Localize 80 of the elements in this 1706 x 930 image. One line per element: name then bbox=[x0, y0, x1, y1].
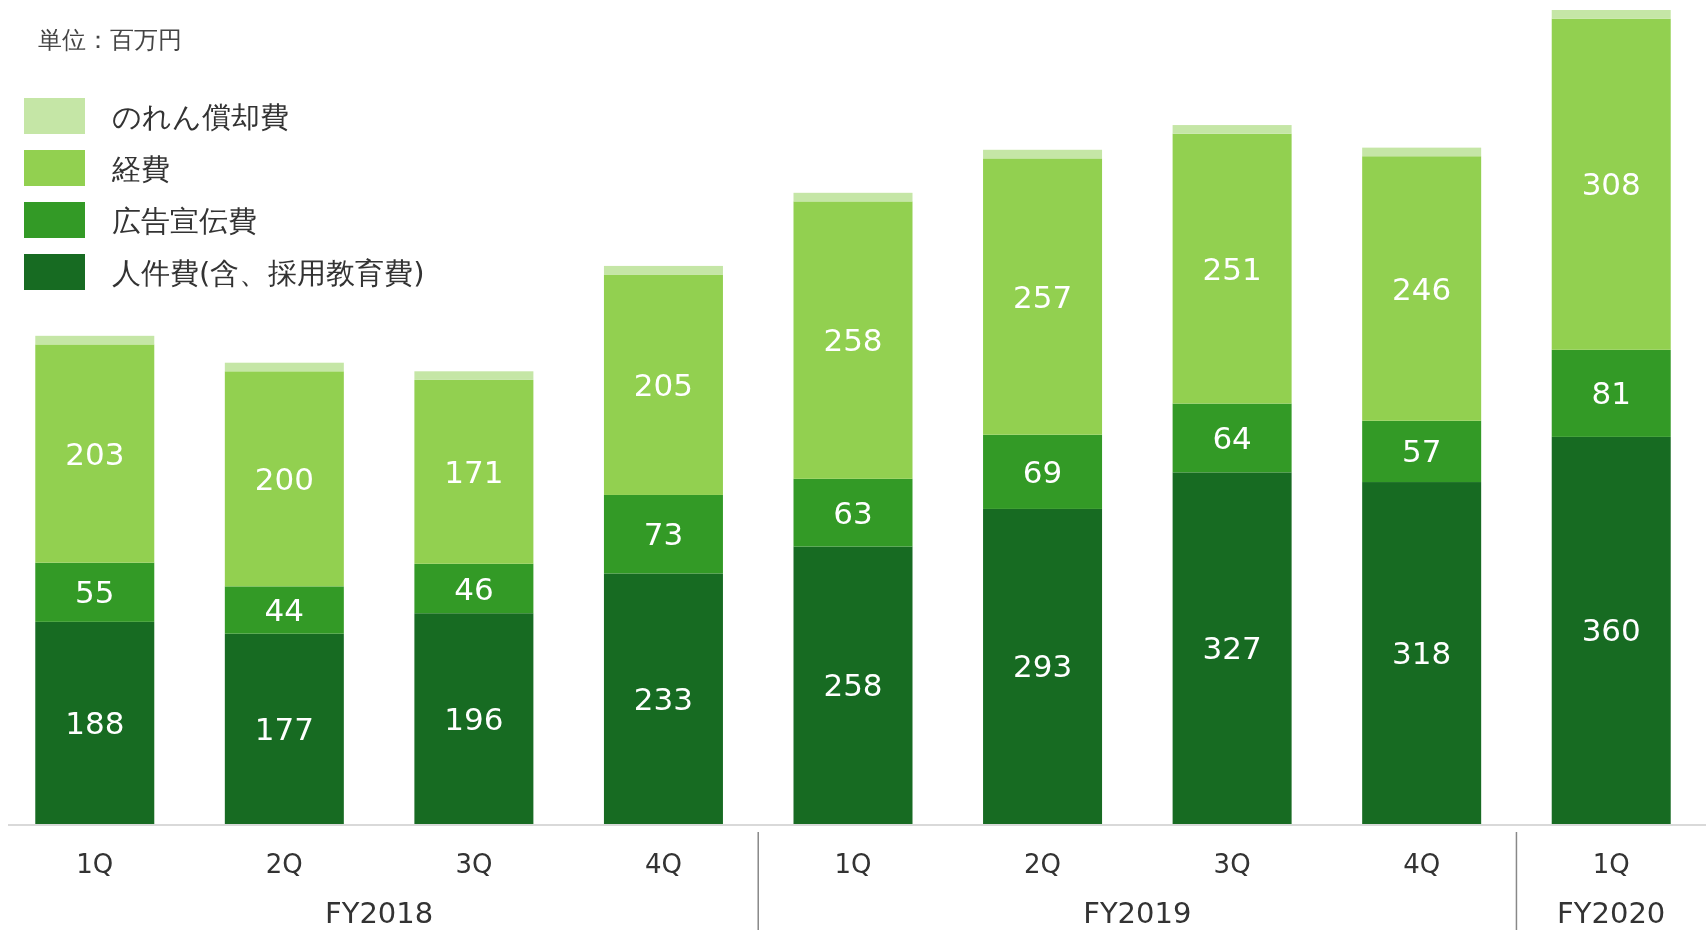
data-label: 233 bbox=[633, 680, 694, 717]
bar bbox=[414, 379, 534, 564]
data-label: 196 bbox=[444, 700, 504, 737]
bar bbox=[603, 573, 723, 824]
bar bbox=[1551, 10, 1671, 19]
data-label: 360 bbox=[1581, 612, 1641, 649]
bar bbox=[414, 613, 534, 824]
data-label: 81 bbox=[1591, 375, 1631, 412]
bar bbox=[603, 265, 723, 275]
x-tick-label: 1Q bbox=[76, 849, 114, 879]
bar bbox=[414, 563, 534, 614]
bar bbox=[1362, 420, 1482, 483]
data-label: 308 bbox=[1581, 166, 1641, 203]
data-label: 46 bbox=[454, 570, 494, 607]
data-label: 327 bbox=[1202, 630, 1262, 667]
bar bbox=[983, 149, 1103, 159]
bar bbox=[983, 434, 1103, 509]
bar bbox=[414, 371, 534, 380]
bar bbox=[1551, 436, 1671, 824]
bar bbox=[224, 586, 344, 634]
bar bbox=[983, 158, 1103, 435]
bar bbox=[793, 192, 913, 202]
bar bbox=[1551, 18, 1671, 350]
legend-label: 広告宣伝費 bbox=[112, 204, 257, 238]
bar bbox=[1362, 156, 1482, 421]
data-label: 200 bbox=[254, 460, 314, 497]
bar bbox=[603, 494, 723, 574]
data-label: 246 bbox=[1392, 270, 1452, 307]
legend-label: のれん償却費 bbox=[112, 100, 289, 134]
data-label: 44 bbox=[264, 592, 305, 629]
data-label: 73 bbox=[643, 516, 684, 553]
bar bbox=[793, 546, 913, 824]
x-tick-label: 4Q bbox=[644, 849, 682, 879]
x-tick-label: 2Q bbox=[1024, 849, 1062, 879]
x-tick-label: 3Q bbox=[455, 849, 493, 879]
data-label: 318 bbox=[1392, 635, 1452, 672]
data-label: 55 bbox=[75, 574, 115, 611]
data-label: 251 bbox=[1202, 250, 1262, 287]
bar bbox=[983, 508, 1103, 824]
bar bbox=[1172, 125, 1292, 134]
data-label: 177 bbox=[254, 710, 314, 747]
x-tick-label: 4Q bbox=[1403, 849, 1441, 879]
data-label: 188 bbox=[65, 704, 125, 741]
data-label: 203 bbox=[65, 435, 125, 472]
data-label: 258 bbox=[823, 322, 883, 359]
bar bbox=[224, 362, 344, 372]
bar bbox=[1362, 147, 1482, 157]
data-label: 257 bbox=[1012, 278, 1073, 315]
bar bbox=[793, 201, 913, 479]
data-label: 205 bbox=[633, 366, 694, 403]
data-label: 63 bbox=[833, 494, 873, 531]
bar bbox=[1172, 403, 1292, 473]
text: FY2018 bbox=[325, 896, 434, 930]
data-label: 69 bbox=[1022, 453, 1063, 490]
bar bbox=[35, 344, 155, 563]
bar bbox=[35, 335, 155, 345]
x-tick-label: 1Q bbox=[1592, 849, 1630, 879]
data-label: 64 bbox=[1212, 419, 1252, 456]
text: FY2020 bbox=[1557, 896, 1666, 930]
data-label: 293 bbox=[1012, 648, 1073, 685]
data-label: 171 bbox=[444, 453, 504, 490]
bar bbox=[1172, 472, 1292, 824]
text: FY2019 bbox=[1083, 896, 1192, 930]
x-tick-label: 3Q bbox=[1213, 849, 1251, 879]
text: 単位：百万円 bbox=[38, 26, 182, 54]
bar bbox=[35, 621, 155, 824]
bar bbox=[793, 478, 913, 547]
bar bbox=[603, 274, 723, 495]
legend-label: 経費 bbox=[111, 152, 170, 186]
legend-label: 人件費(含、採用教育費) bbox=[112, 256, 425, 290]
bar bbox=[1172, 133, 1292, 404]
bar bbox=[1362, 482, 1482, 824]
bar bbox=[1551, 349, 1671, 437]
bar bbox=[224, 633, 344, 824]
bar bbox=[35, 562, 155, 622]
data-label: 57 bbox=[1401, 433, 1442, 470]
x-tick-label: 2Q bbox=[265, 849, 303, 879]
x-tick-label: 1Q bbox=[834, 849, 872, 879]
data-label: 258 bbox=[823, 667, 883, 704]
bar bbox=[224, 371, 344, 587]
